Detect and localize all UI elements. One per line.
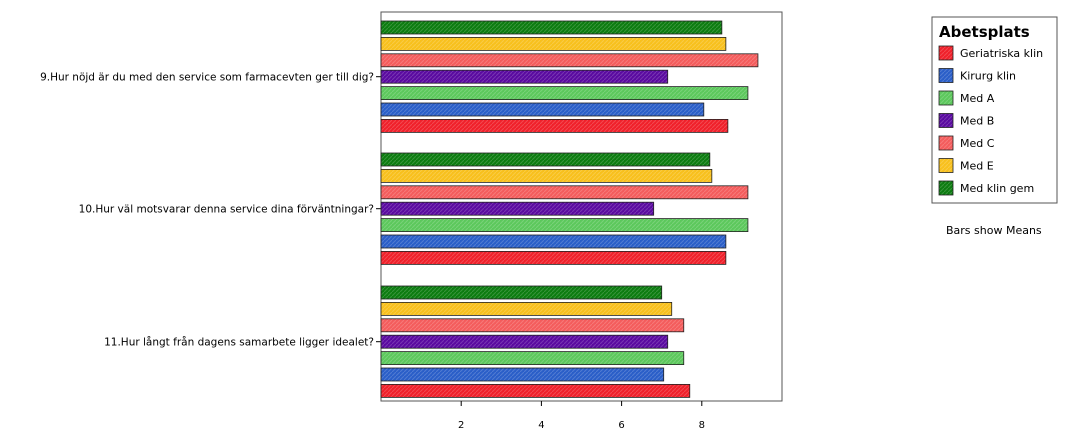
- bar: [380, 334, 669, 349]
- bars: [380, 20, 759, 398]
- x-tick-label: 2: [458, 420, 464, 431]
- legend-label: Med C: [960, 137, 995, 150]
- legend-swatch: [938, 113, 954, 128]
- legend-swatch: [938, 68, 954, 83]
- legend-swatch: [938, 90, 954, 106]
- legend-swatch: [938, 158, 954, 173]
- bar: [380, 234, 727, 249]
- x-tick-label: 6: [618, 420, 624, 431]
- bar: [380, 37, 727, 51]
- bar: [380, 168, 713, 183]
- bar: [380, 53, 759, 68]
- legend-box: [931, 16, 1058, 204]
- x-axis: 2 4 6 8: [458, 401, 705, 431]
- legend-swatch: [938, 45, 954, 61]
- legend-label: Kirurg klin: [960, 70, 1016, 83]
- bar: [380, 318, 685, 333]
- category-label: 10.Hur väl motsvarar denna service dina …: [79, 204, 374, 216]
- bar: [380, 218, 749, 233]
- legend-swatch: [938, 180, 954, 196]
- bar: [380, 301, 673, 316]
- bar: [380, 152, 711, 167]
- bar: [380, 285, 663, 300]
- bar: [380, 69, 669, 84]
- x-tick-label: 4: [538, 420, 544, 431]
- bar: [380, 119, 729, 133]
- bar: [380, 185, 749, 200]
- legend-label: Geriatriska klin: [960, 47, 1043, 60]
- category-label: 11.Hur långt från dagens samarbete ligge…: [104, 336, 374, 349]
- category-label: 9.Hur nöjd är du med den service som far…: [40, 72, 374, 84]
- legend-label: Med klin gem: [960, 182, 1034, 195]
- legend-label: Med B: [960, 115, 994, 128]
- bar: [380, 201, 655, 216]
- chart-note: Bars show Means: [946, 224, 1042, 237]
- legend-title: Abetsplats: [939, 23, 1030, 41]
- bar: [380, 102, 705, 117]
- bar: [380, 383, 691, 398]
- bar: [380, 86, 749, 100]
- bar: [380, 250, 727, 265]
- bar: [380, 351, 685, 366]
- legend-label: Med E: [960, 160, 994, 173]
- x-tick-label: 8: [699, 420, 705, 431]
- bar: [380, 20, 723, 35]
- legend: Abetsplats Geriatriska klin Kirurg klin Me…: [931, 16, 1058, 204]
- legend-label: Med A: [960, 92, 995, 105]
- legend-swatch: [938, 135, 954, 151]
- category-labels: 9.Hur nöjd är du med den service som far…: [40, 72, 381, 349]
- bar: [380, 367, 665, 382]
